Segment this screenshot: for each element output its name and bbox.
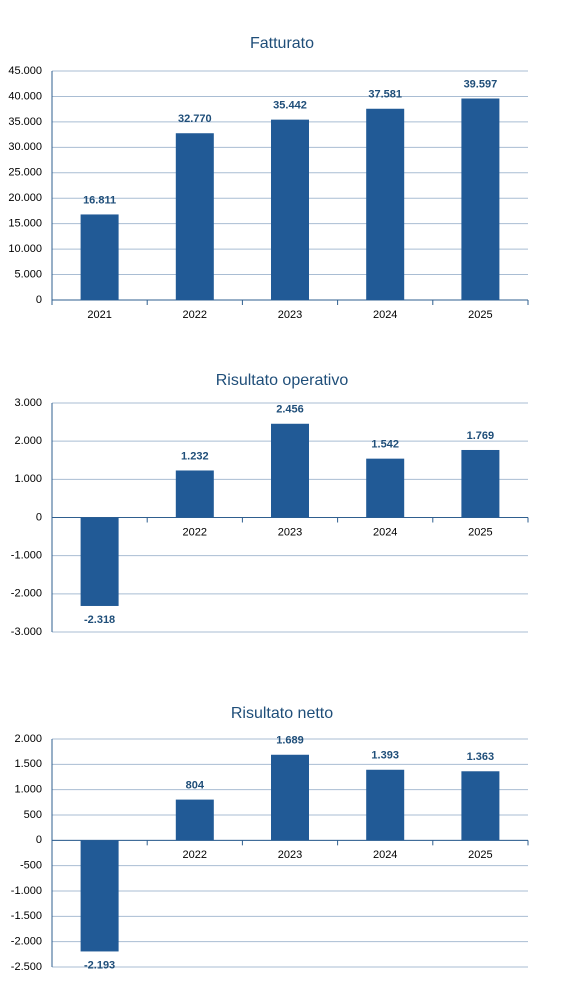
y-tick-label: 2.000: [14, 733, 42, 745]
chart-title: Risultato netto: [231, 705, 333, 722]
bar: [271, 119, 309, 300]
data-label: 1.232: [181, 450, 209, 462]
x-tick-label: 2025: [468, 526, 492, 538]
bar: [366, 458, 405, 518]
y-tick-label: -500: [20, 860, 42, 872]
data-label: 16.811: [83, 194, 116, 206]
bar: [175, 799, 214, 841]
chart-title: Risultato operativo: [216, 372, 349, 389]
data-label: -2.193: [84, 959, 115, 971]
y-tick-label: 25.000: [8, 167, 42, 179]
y-tick-label: 1.500: [14, 758, 42, 770]
x-tick-label: 2022: [183, 526, 207, 538]
y-tick-label: -1.000: [11, 550, 42, 562]
bar: [366, 108, 405, 301]
data-label: 32.770: [178, 113, 212, 125]
data-label: 2.456: [276, 404, 304, 416]
bar: [271, 754, 309, 841]
y-tick-label: 10.000: [8, 243, 42, 255]
y-tick-label: 0: [36, 834, 42, 846]
x-tick-label: 2025: [468, 849, 492, 861]
x-tick-label: 2024: [373, 526, 397, 538]
data-label: 1.363: [467, 751, 495, 763]
y-tick-label: -2.500: [11, 961, 42, 973]
data-label: 1.769: [467, 430, 495, 442]
data-label: 39.597: [464, 78, 498, 90]
x-tick-label: 2024: [373, 849, 397, 861]
bar: [271, 423, 309, 518]
bar: [461, 98, 500, 300]
x-tick-label: 2022: [183, 849, 207, 861]
data-label: 804: [186, 780, 205, 792]
data-label: 1.393: [371, 750, 399, 762]
y-tick-label: 35.000: [8, 116, 42, 128]
data-label: -2.318: [84, 614, 115, 626]
y-tick-label: 30.000: [8, 141, 42, 153]
bar: [175, 470, 214, 518]
y-tick-label: 20.000: [8, 192, 42, 204]
x-tick-label: 2023: [278, 309, 302, 321]
y-tick-label: 40.000: [8, 90, 42, 102]
bar: [175, 133, 214, 300]
x-tick-label: 2025: [468, 309, 492, 321]
data-label: 35.442: [273, 100, 307, 112]
y-tick-label: 0: [36, 511, 42, 523]
y-tick-label: 45.000: [8, 65, 42, 77]
x-tick-label: 2022: [183, 309, 207, 321]
y-tick-label: -1.500: [11, 910, 42, 922]
y-tick-label: -2.000: [11, 936, 42, 948]
data-label: 37.581: [368, 89, 402, 101]
chart-title: Fatturato: [250, 35, 314, 52]
y-tick-label: -2.000: [11, 588, 42, 600]
x-tick-label: 2024: [373, 309, 397, 321]
y-tick-label: 5.000: [14, 268, 42, 280]
bar: [80, 517, 119, 606]
y-tick-label: -3.000: [11, 626, 42, 638]
data-label: 1.542: [371, 439, 399, 451]
x-tick-label: 2021: [87, 309, 111, 321]
y-tick-label: 500: [24, 809, 42, 821]
bar: [80, 214, 119, 300]
y-tick-label: 3.000: [14, 397, 42, 409]
y-tick-label: 1.000: [14, 784, 42, 796]
y-tick-label: 1.000: [14, 473, 42, 485]
data-label: 1.689: [276, 735, 304, 747]
y-tick-label: -1.000: [11, 885, 42, 897]
x-tick-label: 2023: [278, 849, 302, 861]
bar: [366, 769, 405, 841]
bar: [461, 449, 500, 518]
bar: [80, 840, 119, 952]
x-tick-label: 2023: [278, 526, 302, 538]
y-tick-label: 2.000: [14, 435, 42, 447]
y-tick-label: 0: [36, 294, 42, 306]
bar: [461, 771, 500, 841]
y-tick-label: 15.000: [8, 218, 42, 230]
